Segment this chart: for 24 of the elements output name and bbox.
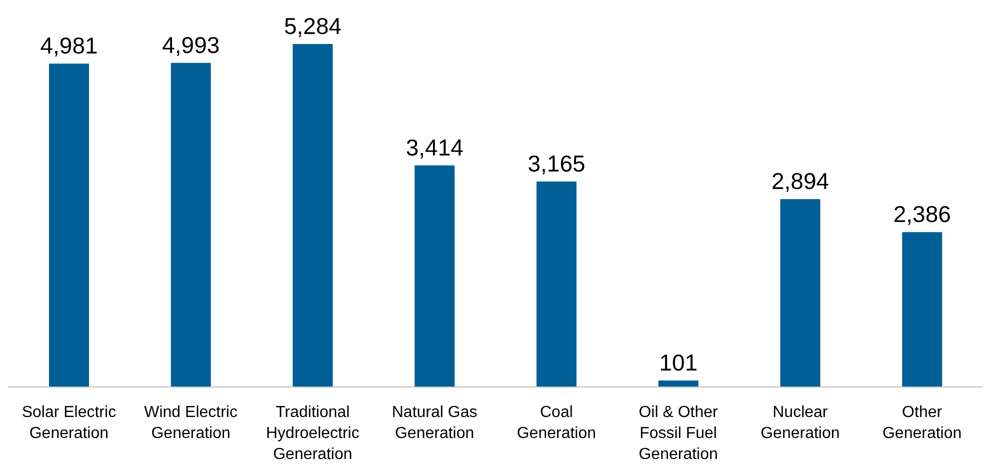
data-label: 2,386 — [893, 201, 951, 228]
bar — [170, 62, 211, 387]
data-label: 4,981 — [40, 32, 98, 59]
x-tick-label: Traditional Hydroelectric Generation — [266, 404, 360, 463]
x-tick-label: Wind Electric Generation — [144, 404, 238, 442]
bar — [780, 199, 820, 387]
bar — [49, 64, 89, 387]
data-label: 2,894 — [771, 168, 830, 194]
x-tick-label: Natural Gas Generation — [392, 404, 478, 442]
data-label: 5,284 — [284, 13, 342, 39]
data-label: 101 — [659, 349, 698, 376]
x-tick-label: Oil & Other Fossil Fuel Generation — [638, 404, 719, 463]
bar — [536, 182, 576, 387]
x-tick-label: Other Generation — [882, 404, 962, 442]
bar — [292, 44, 333, 387]
x-tick-label: Nuclear Generation — [760, 404, 840, 442]
x-tick-label: Coal Generation — [516, 404, 596, 442]
bar — [658, 380, 698, 387]
bar — [414, 165, 455, 387]
data-label: 3,414 — [406, 134, 464, 160]
data-label: 4,993 — [162, 32, 220, 58]
x-tick-label: Solar Electric Generation — [22, 404, 116, 442]
bar — [902, 232, 942, 387]
data-label: 3,165 — [528, 150, 586, 177]
